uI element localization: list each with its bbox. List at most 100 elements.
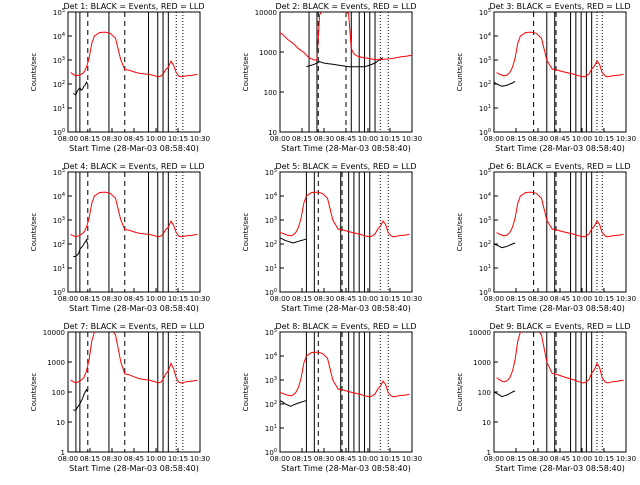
series-line-lld (70, 191, 198, 238)
y-tick-label: 105 (53, 8, 65, 17)
x-axis-label: Start Time (28-Mar-03 08:58:40) (281, 144, 411, 153)
y-tick-label: 104 (479, 32, 491, 41)
series-line-lld (496, 31, 624, 78)
x-tick-label: 10:15 (168, 295, 188, 303)
plot-frame (279, 171, 413, 293)
series-line-lld (280, 191, 410, 238)
x-tick-label: 10:30 (402, 455, 422, 463)
y-axis-label: Counts/sec (456, 373, 464, 412)
series-line-lld (70, 332, 198, 384)
x-tick-label: 08:30 (528, 295, 548, 303)
y-tick-label: 101 (479, 104, 491, 113)
x-tick-label: 10:00 (572, 295, 592, 303)
x-axis-label: Start Time (28-Mar-03 08:58:40) (281, 464, 411, 473)
x-tick-label: 08:15 (506, 455, 526, 463)
series-line-events (280, 237, 307, 244)
y-tick-label: 1000 (47, 359, 65, 367)
x-tick-label: 08:15 (506, 135, 526, 143)
x-axis-label: Start Time (28-Mar-03 08:58:40) (69, 304, 199, 313)
y-tick-label: 103 (479, 56, 491, 65)
y-tick-label: 100 (479, 128, 491, 137)
y-tick-label: 101 (479, 264, 491, 273)
x-tick-label: 08:00 (484, 455, 504, 463)
x-axis-label: Start Time (28-Mar-03 08:58:40) (69, 144, 199, 153)
plot-frame (493, 11, 627, 133)
x-tick-label: 08:15 (80, 455, 100, 463)
x-axis-label: Start Time (28-Mar-03 08:58:40) (495, 304, 625, 313)
y-tick-label: 103 (53, 56, 65, 65)
plot-frame (279, 331, 413, 453)
x-tick-label: 10:30 (402, 295, 422, 303)
x-tick-label: 10:00 (146, 295, 166, 303)
x-tick-label: 10:30 (190, 295, 210, 303)
series-line-lld (70, 31, 198, 78)
y-tick-label: 100 (265, 448, 277, 457)
y-tick-label: 10 (482, 419, 491, 427)
y-tick-label: 105 (265, 168, 277, 177)
y-tick-label: 10 (56, 419, 65, 427)
x-tick-label: 10:15 (380, 295, 400, 303)
x-tick-label: 08:30 (102, 455, 122, 463)
y-tick-label: 105 (479, 8, 491, 17)
chart-panel-7: 1 10 100 1000 10000 08:00 08:15 08:30 08:45 10:00… (30, 322, 210, 473)
y-tick-label: 102 (53, 240, 65, 249)
y-tick-label: 101 (265, 264, 277, 273)
y-axis-label: Counts/sec (242, 53, 250, 92)
y-axis-label: Counts/sec (242, 213, 250, 252)
series-line-events (306, 57, 384, 68)
series-line-lld (496, 191, 624, 238)
y-axis-label: Counts/sec (30, 373, 38, 412)
x-tick-label: 08:15 (80, 295, 100, 303)
y-tick-label: 10000 (255, 9, 277, 17)
y-tick-label: 102 (479, 80, 491, 89)
x-tick-label: 08:45 (550, 135, 570, 143)
series-line-events (73, 388, 88, 411)
x-tick-label: 08:00 (270, 455, 290, 463)
x-tick-label: 08:45 (550, 295, 570, 303)
chart-title: Det 2: BLACK = Events, RED = LLD (276, 2, 417, 11)
chart-title: Det 5: BLACK = Events, RED = LLD (276, 162, 417, 171)
chart-title: Det 4: BLACK = Events, RED = LLD (64, 162, 205, 171)
y-tick-label: 1 (487, 449, 491, 457)
y-axis-label: Counts/sec (30, 53, 38, 92)
y-tick-label: 10 (268, 129, 277, 137)
x-tick-label: 10:30 (190, 455, 210, 463)
y-tick-label: 101 (53, 264, 65, 273)
x-tick-label: 08:15 (292, 455, 312, 463)
x-tick-label: 08:00 (484, 295, 504, 303)
y-tick-label: 105 (265, 328, 277, 337)
x-tick-label: 10:30 (190, 135, 210, 143)
y-tick-label: 103 (265, 216, 277, 225)
chart-title: Det 6: BLACK = Events, RED = LLD (490, 162, 631, 171)
x-tick-label: 10:00 (572, 135, 592, 143)
series-line-lld (280, 351, 410, 398)
y-tick-label: 102 (479, 240, 491, 249)
x-tick-label: 10:15 (168, 135, 188, 143)
plot-frame (493, 171, 627, 293)
x-tick-label: 08:45 (124, 455, 144, 463)
y-tick-label: 102 (265, 240, 277, 249)
x-tick-label: 08:15 (506, 295, 526, 303)
y-tick-label: 101 (265, 424, 277, 433)
y-axis-label: Counts/sec (242, 373, 250, 412)
series-line-lld (496, 332, 624, 384)
y-tick-label: 105 (53, 168, 65, 177)
x-tick-label: 10:15 (168, 455, 188, 463)
x-tick-label: 08:30 (102, 295, 122, 303)
x-tick-label: 08:30 (528, 455, 548, 463)
y-tick-label: 1000 (473, 359, 491, 367)
x-tick-label: 08:00 (58, 135, 78, 143)
y-tick-label: 102 (53, 80, 65, 89)
x-tick-label: 08:45 (336, 295, 356, 303)
y-tick-label: 102 (265, 400, 277, 409)
x-axis-label: Start Time (28-Mar-03 08:58:40) (495, 144, 625, 153)
x-tick-label: 08:45 (124, 135, 144, 143)
x-tick-label: 08:15 (80, 135, 100, 143)
x-tick-label: 08:30 (102, 135, 122, 143)
x-tick-label: 10:15 (594, 135, 614, 143)
